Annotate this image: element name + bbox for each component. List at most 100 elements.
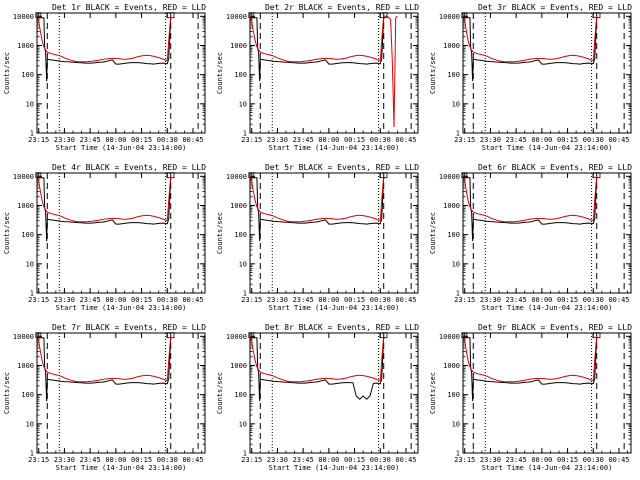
end-marker-box xyxy=(379,12,388,19)
y-tick-label: 1000 xyxy=(230,362,247,370)
x-tick-label: 00:15 xyxy=(344,456,365,464)
y-axis-label: Counts/sec xyxy=(3,212,11,254)
start-marker-box xyxy=(35,12,42,19)
y-axis-label: Counts/sec xyxy=(3,372,11,414)
x-tick-label: 00:30 xyxy=(157,296,178,304)
lld-series-line xyxy=(249,14,398,128)
start-marker-box xyxy=(461,172,468,179)
y-tick-label: 1 xyxy=(30,130,34,138)
detector-plot: Det 7r BLACK = Events, RED = LLD 1 10 100 10… xyxy=(3,323,206,472)
plot-frame xyxy=(36,332,206,454)
events-series-line xyxy=(37,16,172,82)
y-tick-label: 1 xyxy=(243,450,247,458)
y-tick-label: 10000 xyxy=(439,333,460,341)
x-tick-label: 23:45 xyxy=(506,136,527,144)
x-tick-label: 00:15 xyxy=(131,296,152,304)
events-series-line xyxy=(250,176,385,242)
x-tick-label: 23:30 xyxy=(267,296,288,304)
start-marker-box xyxy=(248,172,255,179)
detector-plot: Det 2r BLACK = Events, RED = LLD 1 10 100 10… xyxy=(216,3,419,152)
x-axis-label: Start Time (14-Jun-04 23:14:00) xyxy=(482,464,613,472)
x-tick-label: 00:45 xyxy=(395,136,416,144)
start-marker-box xyxy=(248,332,255,339)
plot-title: Det 7r BLACK = Events, RED = LLD xyxy=(52,323,206,332)
events-series-line xyxy=(37,176,172,242)
y-tick-label: 10000 xyxy=(226,13,247,21)
x-tick-label: 23:30 xyxy=(480,136,501,144)
x-tick-label: 23:45 xyxy=(80,296,101,304)
y-tick-label: 1 xyxy=(456,290,460,298)
y-axis-label: Counts/sec xyxy=(216,212,224,254)
detector-plot: Det 3r BLACK = Events, RED = LLD 1 10 100 10… xyxy=(429,3,632,152)
y-tick-label: 10 xyxy=(239,100,247,108)
x-tick-label: 23:30 xyxy=(54,136,75,144)
x-tick-label: 23:45 xyxy=(506,456,527,464)
plot-frame xyxy=(462,12,632,134)
x-tick-label: 23:45 xyxy=(506,296,527,304)
end-marker-box xyxy=(379,332,388,339)
y-tick-label: 100 xyxy=(447,391,460,399)
y-tick-label: 100 xyxy=(447,231,460,239)
y-tick-label: 10000 xyxy=(13,13,34,21)
x-tick-label: 23:15 xyxy=(241,136,262,144)
y-axis-label: Counts/sec xyxy=(3,52,11,94)
detector-plot: Det 4r BLACK = Events, RED = LLD 1 10 100 10… xyxy=(3,163,206,312)
x-tick-label: 00:30 xyxy=(370,136,391,144)
plot-frame xyxy=(249,332,419,454)
x-tick-label: 00:00 xyxy=(105,456,126,464)
x-tick-label: 00:00 xyxy=(318,296,339,304)
x-tick-label: 00:30 xyxy=(370,296,391,304)
x-tick-label: 00:15 xyxy=(557,296,578,304)
y-tick-label: 10 xyxy=(26,100,34,108)
x-tick-label: 23:15 xyxy=(28,456,49,464)
x-tick-label: 23:15 xyxy=(28,136,49,144)
x-axis-label: Start Time (14-Jun-04 23:14:00) xyxy=(56,304,187,312)
x-tick-label: 00:45 xyxy=(182,456,203,464)
x-axis-label: Start Time (14-Jun-04 23:14:00) xyxy=(269,144,400,152)
y-tick-label: 10 xyxy=(26,260,34,268)
events-series-line xyxy=(250,336,385,402)
plot-title: Det 3r BLACK = Events, RED = LLD xyxy=(478,3,632,12)
y-tick-label: 100 xyxy=(234,231,247,239)
y-tick-label: 10 xyxy=(26,420,34,428)
y-tick-label: 1 xyxy=(243,130,247,138)
y-axis-label: Counts/sec xyxy=(216,372,224,414)
x-tick-label: 23:30 xyxy=(54,296,75,304)
x-tick-label: 00:00 xyxy=(105,136,126,144)
x-tick-label: 23:15 xyxy=(28,296,49,304)
x-tick-label: 00:15 xyxy=(344,296,365,304)
end-marker-box xyxy=(166,172,175,179)
start-marker-box xyxy=(461,332,468,339)
end-marker-box xyxy=(592,12,601,19)
x-tick-label: 23:15 xyxy=(454,296,475,304)
x-tick-label: 00:45 xyxy=(608,136,629,144)
x-axis-label: Start Time (14-Jun-04 23:14:00) xyxy=(269,464,400,472)
end-marker-box xyxy=(166,332,175,339)
x-tick-label: 00:15 xyxy=(131,456,152,464)
x-tick-label: 23:45 xyxy=(293,296,314,304)
lld-series-line xyxy=(36,334,172,383)
y-tick-label: 10000 xyxy=(13,333,34,341)
plot-frame xyxy=(36,12,206,134)
x-tick-label: 23:15 xyxy=(241,456,262,464)
plot-title: Det 5r BLACK = Events, RED = LLD xyxy=(265,163,419,172)
plot-title: Det 1r BLACK = Events, RED = LLD xyxy=(52,3,206,12)
end-marker-box xyxy=(592,332,601,339)
x-axis-label: Start Time (14-Jun-04 23:14:00) xyxy=(269,304,400,312)
detector-plot: Det 9r BLACK = Events, RED = LLD 1 10 100 10… xyxy=(429,323,632,472)
x-tick-label: 00:45 xyxy=(182,296,203,304)
y-tick-label: 1000 xyxy=(17,362,34,370)
y-tick-label: 10 xyxy=(452,260,460,268)
x-tick-label: 00:45 xyxy=(395,456,416,464)
x-tick-label: 00:00 xyxy=(318,136,339,144)
events-series-line xyxy=(463,176,598,242)
x-tick-label: 23:45 xyxy=(293,456,314,464)
y-tick-label: 1000 xyxy=(230,202,247,210)
y-tick-label: 1 xyxy=(243,290,247,298)
y-tick-label: 1 xyxy=(456,450,460,458)
x-tick-label: 00:45 xyxy=(182,136,203,144)
y-tick-label: 1000 xyxy=(443,202,460,210)
x-tick-label: 23:30 xyxy=(54,456,75,464)
x-tick-label: 23:30 xyxy=(267,136,288,144)
